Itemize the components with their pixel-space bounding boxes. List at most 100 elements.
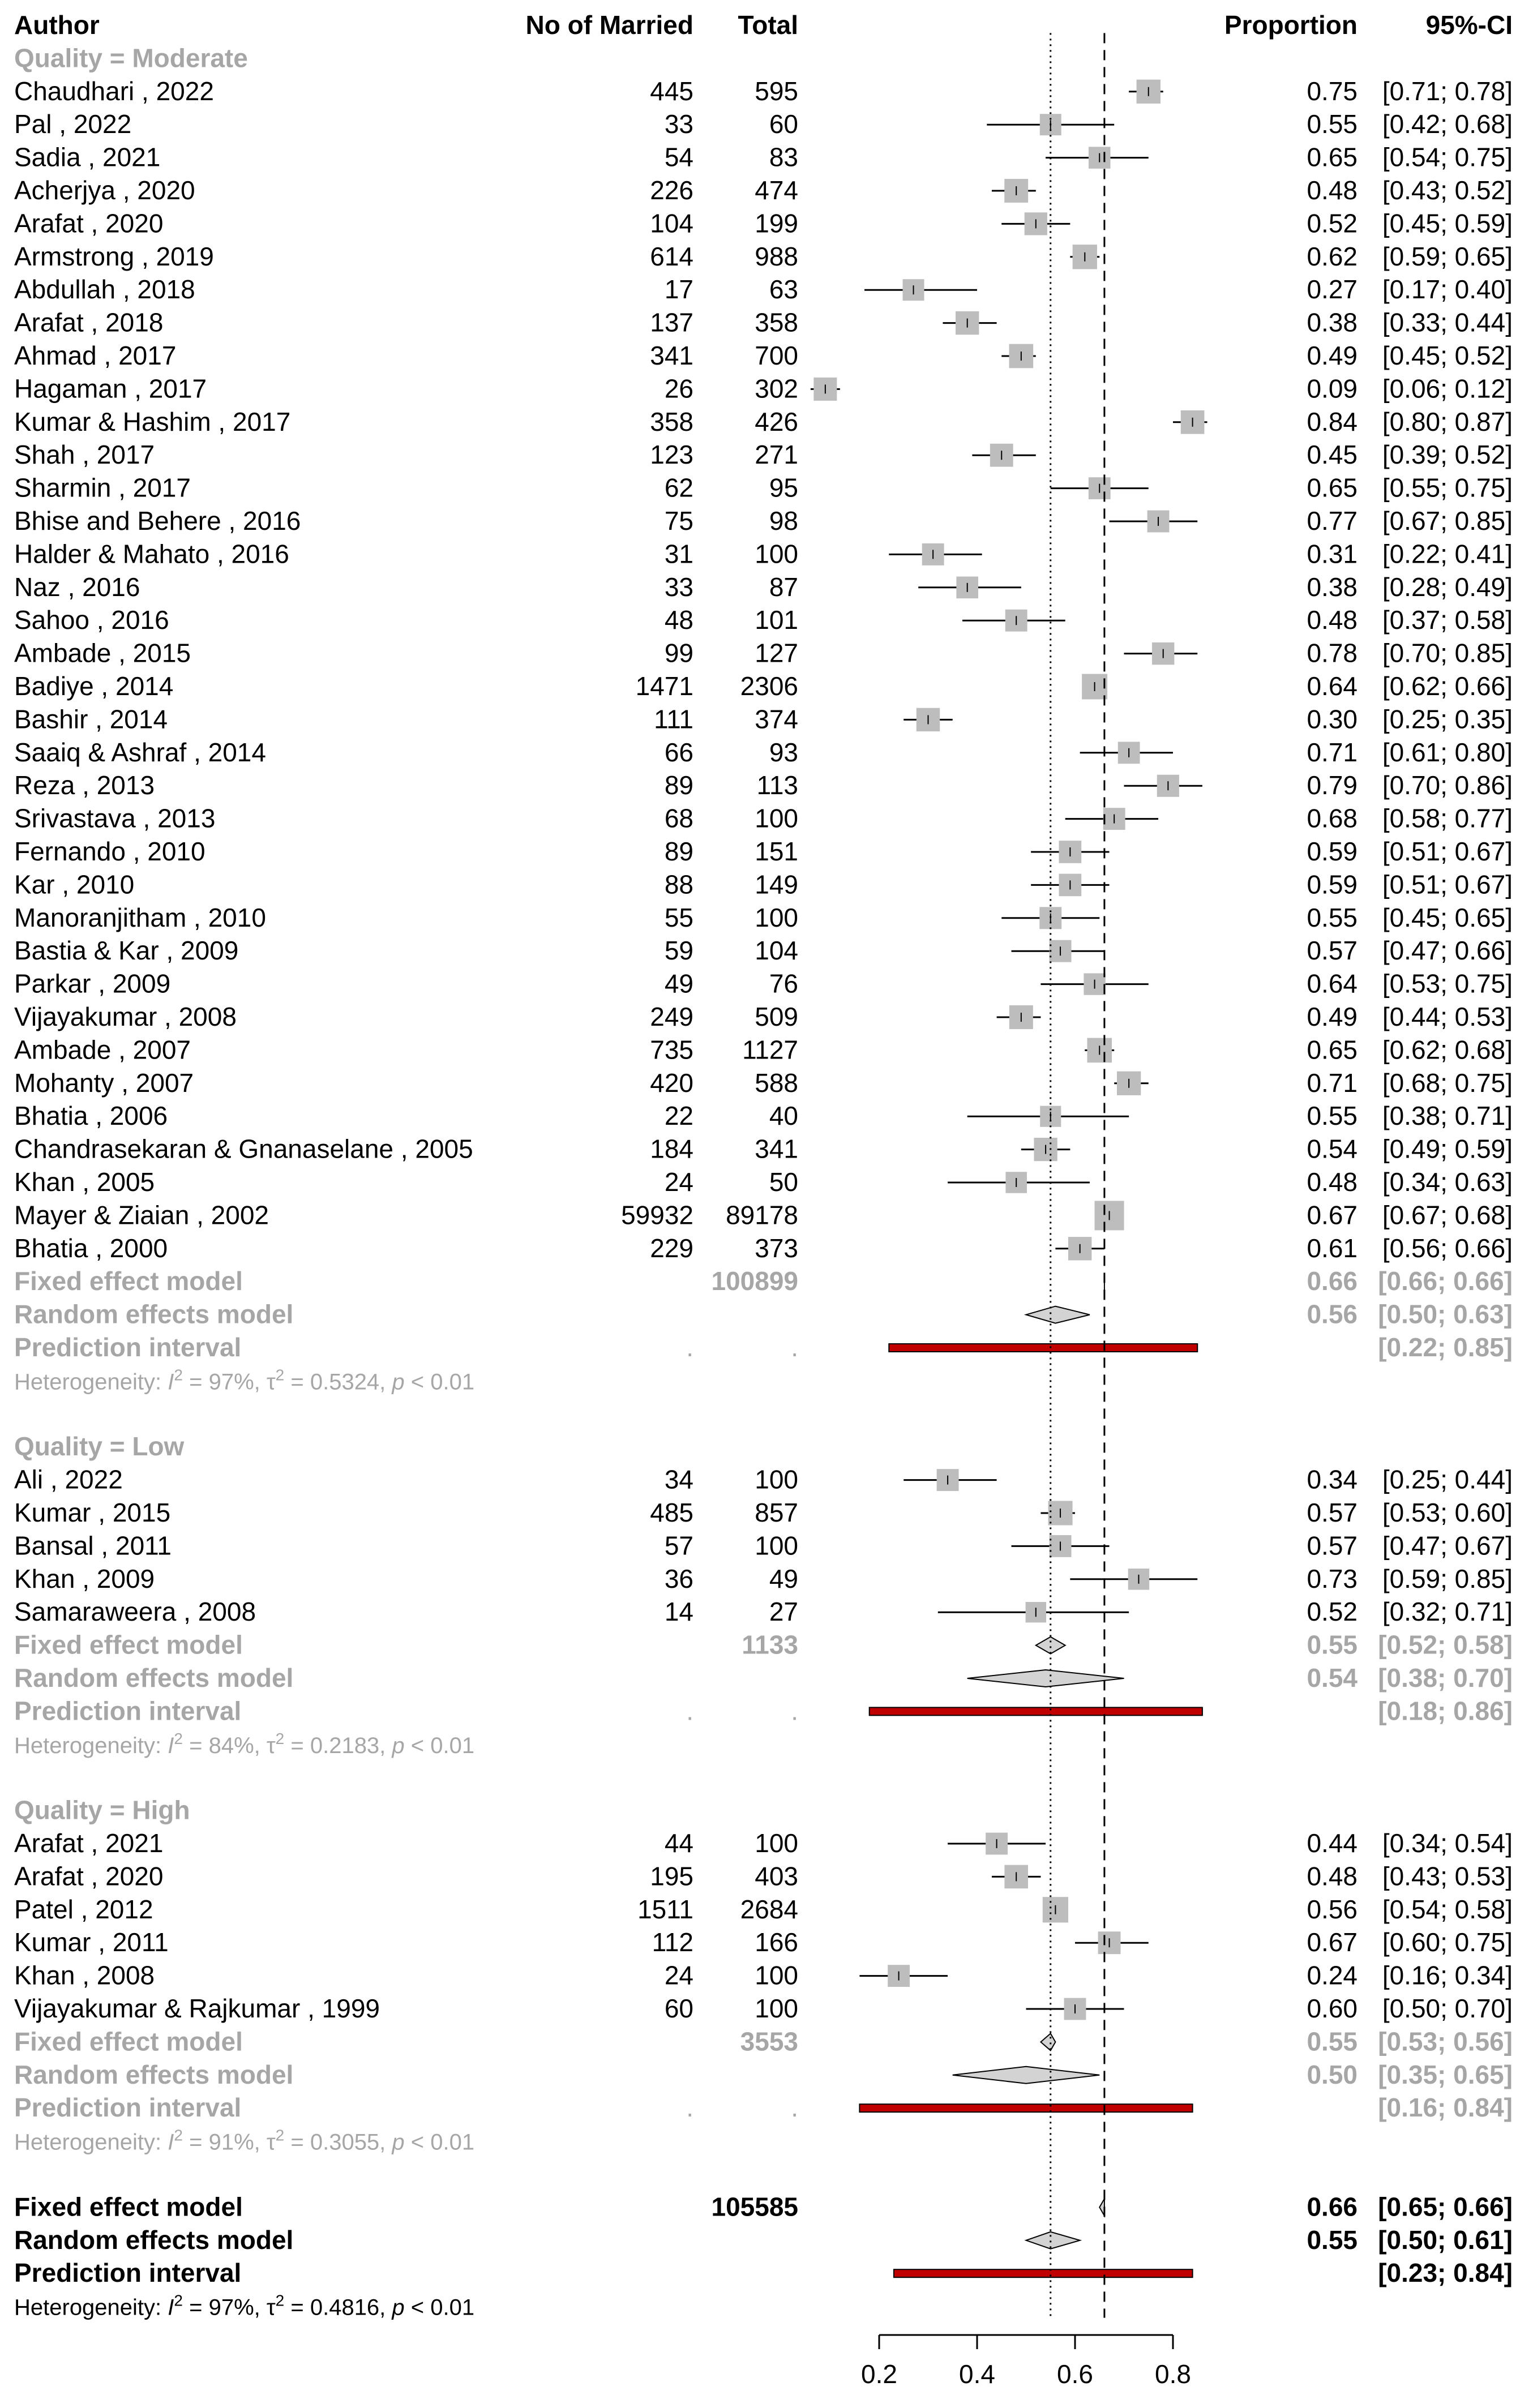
study-author: Badiye , 2014 (14, 671, 173, 701)
study-events: 75 (665, 506, 693, 535)
study-ci: [0.45; 0.65] (1382, 903, 1513, 932)
study-author: Bhatia , 2006 (14, 1101, 168, 1130)
subgroup-fixed-label: Fixed effect model (14, 1266, 243, 1296)
subgroup-prediction-label: Prediction interval (14, 1332, 241, 1362)
study-proportion: 0.56 (1307, 1895, 1358, 1924)
study-events: 104 (650, 208, 693, 238)
study-author: Pal , 2022 (14, 109, 131, 139)
study-total: 87 (769, 572, 798, 602)
study-proportion: 0.57 (1307, 936, 1358, 965)
study-events: 54 (665, 143, 693, 172)
subgroup-random-label: Random effects model (14, 1300, 293, 1329)
study-total: 101 (755, 605, 798, 635)
overall-random-diamond (1024, 2231, 1082, 2250)
study-author: Khan , 2005 (14, 1167, 155, 1197)
study-author: Abdullah , 2018 (14, 275, 195, 304)
study-proportion: 0.57 (1307, 1531, 1358, 1560)
study-author: Fernando , 2010 (14, 837, 205, 866)
study-total: 89178 (726, 1200, 798, 1229)
study-ci: [0.62; 0.68] (1382, 1035, 1513, 1064)
study-events: 36 (665, 1564, 693, 1593)
overall-prediction-label: Prediction interval (14, 2258, 241, 2287)
study-total: 113 (757, 770, 798, 800)
study-author: Parkar , 2009 (14, 969, 170, 999)
study-events: 99 (665, 639, 693, 668)
study-events: 112 (652, 1927, 693, 1957)
study-ci: [0.51; 0.67] (1382, 869, 1513, 899)
study-ci: [0.25; 0.44] (1382, 1465, 1513, 1494)
subgroup-fixed-total: 100899 (712, 1266, 799, 1296)
subgroup-fixed-total: 3553 (740, 2026, 798, 2056)
study-total: 100 (755, 1961, 798, 1990)
study-ci: [0.33; 0.44] (1382, 308, 1513, 337)
study-proportion: 0.45 (1307, 440, 1358, 469)
study-ci: [0.70; 0.85] (1382, 639, 1513, 668)
study-events: 249 (650, 1002, 693, 1031)
subgroup-title: Quality = Low (14, 1432, 185, 1461)
study-total: 474 (755, 175, 798, 205)
study-total: 271 (755, 440, 798, 469)
study-author: Kumar & Hashim , 2017 (14, 407, 290, 436)
overall-heterogeneity: Heterogeneity: I2 = 97%, τ2 = 0.4816, p … (14, 2292, 474, 2320)
study-ci: [0.67; 0.85] (1382, 506, 1513, 535)
study-author: Kar , 2010 (14, 869, 134, 899)
overall-prediction-ci: [0.23; 0.84] (1378, 2258, 1513, 2287)
study-total: 358 (755, 308, 798, 337)
subgroup-prediction-ci: [0.16; 0.84] (1378, 2093, 1513, 2122)
overall-fixed-label: Fixed effect model (14, 2192, 243, 2221)
study-events: 17 (665, 275, 693, 304)
study-proportion: 0.71 (1307, 738, 1358, 767)
study-ci: [0.43; 0.52] (1382, 175, 1513, 205)
study-ci: [0.53; 0.75] (1382, 969, 1513, 999)
study-total: 98 (769, 506, 798, 535)
study-proportion: 0.75 (1307, 76, 1358, 106)
study-author: Bhise and Behere , 2016 (14, 506, 301, 535)
overall-prediction-bar (893, 2269, 1193, 2278)
study-ci: [0.54; 0.75] (1382, 143, 1513, 172)
subgroup-fixed-label: Fixed effect model (14, 1630, 243, 1660)
study-ci: [0.62; 0.66] (1382, 671, 1513, 701)
study-ci: [0.44; 0.53] (1382, 1002, 1513, 1031)
study-ci: [0.61; 0.80] (1382, 738, 1513, 767)
study-proportion: 0.65 (1307, 1035, 1358, 1064)
study-events: 57 (665, 1531, 693, 1560)
study-ci: [0.59; 0.65] (1382, 242, 1513, 271)
study-events: 22 (665, 1101, 693, 1130)
study-total: 1127 (742, 1035, 798, 1064)
study-ci: [0.56; 0.66] (1382, 1233, 1513, 1263)
study-author: Mohanty , 2007 (14, 1068, 194, 1098)
study-total: 60 (769, 109, 798, 139)
study-ci: [0.16; 0.34] (1382, 1961, 1513, 1990)
header-proportion: Proportion (1224, 10, 1358, 40)
study-proportion: 0.64 (1307, 671, 1358, 701)
study-total: 700 (755, 341, 798, 370)
study-total: 2306 (740, 671, 798, 701)
subgroup-title: Quality = Moderate (14, 43, 248, 72)
study-events: 229 (650, 1233, 693, 1263)
study-proportion: 0.38 (1307, 572, 1358, 602)
study-ci: [0.43; 0.53] (1382, 1861, 1513, 1891)
study-author: Manoranjitham , 2010 (14, 903, 266, 932)
study-proportion: 0.77 (1307, 506, 1358, 535)
study-total: 127 (755, 639, 798, 668)
subgroup-heterogeneity: Heterogeneity: I2 = 84%, τ2 = 0.2183, p … (14, 1730, 474, 1758)
study-proportion: 0.78 (1307, 639, 1358, 668)
subgroup-random-proportion: 0.56 (1307, 1300, 1358, 1329)
study-events: 88 (665, 869, 693, 899)
study-events: 123 (650, 440, 693, 469)
study-author: Arafat , 2021 (14, 1828, 163, 1858)
study-proportion: 0.48 (1307, 1861, 1358, 1891)
study-author: Arafat , 2020 (14, 208, 163, 238)
x-axis-tick-label: 0.2 (861, 2359, 897, 2389)
study-total: 199 (755, 208, 798, 238)
subgroup-prediction-bar (859, 2103, 1193, 2113)
study-total: 27 (769, 1597, 798, 1626)
study-proportion: 0.48 (1307, 175, 1358, 205)
study-ci: [0.25; 0.35] (1382, 704, 1513, 734)
study-author: Srivastava , 2013 (14, 804, 215, 833)
study-author: Hagaman , 2017 (14, 374, 207, 403)
subgroup-random-proportion: 0.54 (1307, 1663, 1358, 1693)
study-total: 40 (769, 1101, 798, 1130)
study-total: 374 (755, 704, 798, 734)
